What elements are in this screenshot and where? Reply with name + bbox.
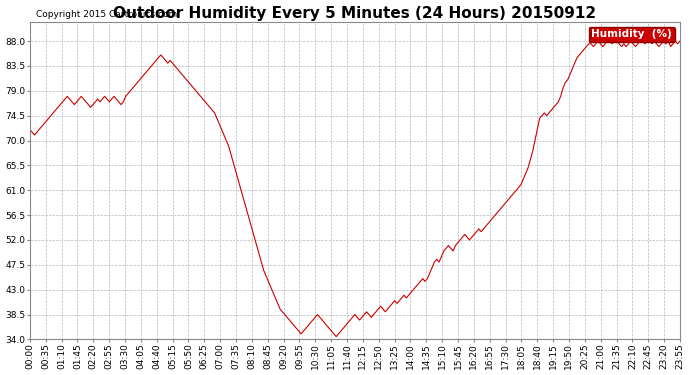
Legend: Humidity  (%): Humidity (%) [589,27,675,42]
Title: Outdoor Humidity Every 5 Minutes (24 Hours) 20150912: Outdoor Humidity Every 5 Minutes (24 Hou… [113,6,596,21]
Text: Copyright 2015 Cartronics.com: Copyright 2015 Cartronics.com [37,9,177,18]
